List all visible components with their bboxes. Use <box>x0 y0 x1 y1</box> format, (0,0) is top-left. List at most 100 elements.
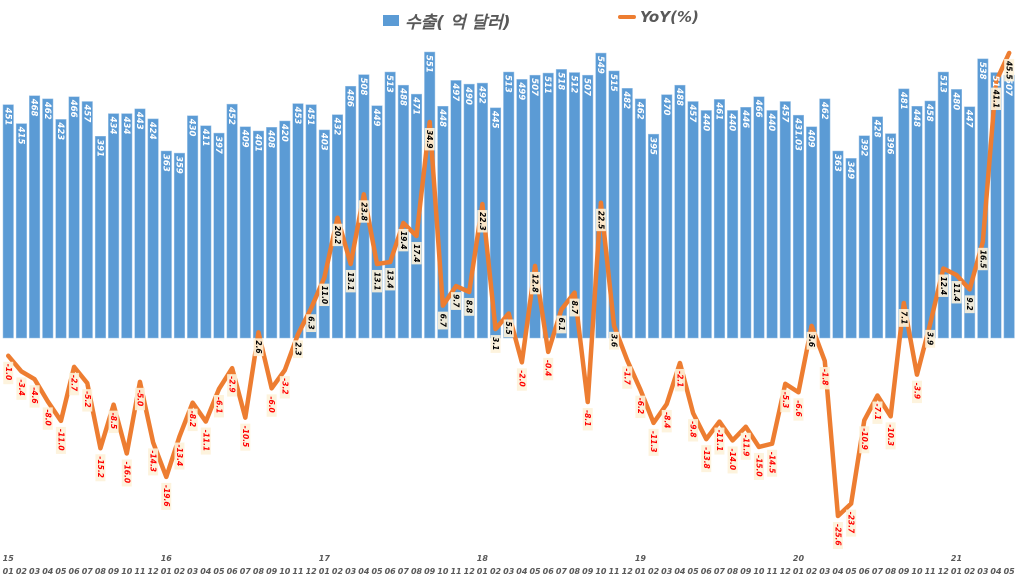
yoy-label-background <box>701 445 712 473</box>
x-tick-month: 10 <box>595 567 607 576</box>
x-tick-month: 09 <box>108 567 120 576</box>
export-bar <box>713 99 725 339</box>
export-bar <box>766 110 778 339</box>
x-tick-month: 09 <box>266 567 278 576</box>
yoy-value: -25.6 <box>833 524 842 546</box>
yoy-value: -15.2 <box>96 456 105 478</box>
export-bar <box>964 106 976 339</box>
export-bar-value: 409 <box>806 129 816 148</box>
export-bar-value: 395 <box>648 137 658 155</box>
x-tick-year: 19 <box>635 554 647 563</box>
yoy-label-background <box>925 329 936 348</box>
export-bar-value: 497 <box>450 82 460 101</box>
yoy-label-background <box>437 311 448 330</box>
yoy-label-background <box>82 389 93 412</box>
export-bar <box>318 129 330 339</box>
yoy-value: 9.7 <box>452 294 461 308</box>
yoy-value: -2.0 <box>517 370 526 386</box>
x-tick-month: 08 <box>411 567 423 576</box>
x-tick-month: 12 <box>938 567 950 576</box>
yoy-label-background <box>582 408 593 431</box>
export-bar-value: 448 <box>437 108 447 127</box>
yoy-value: -1.8 <box>820 369 829 385</box>
yoy-value: 12.4 <box>939 277 948 296</box>
yoy-value: 3.6 <box>610 334 619 347</box>
yoy-value: -6.6 <box>794 400 803 416</box>
export-bar-value: 443 <box>134 111 144 130</box>
export-bar <box>661 94 673 339</box>
x-tick-month: 09 <box>424 567 436 576</box>
x-tick-month: 11 <box>134 567 145 576</box>
x-tick-month: 08 <box>95 567 107 576</box>
export-bar-value: 468 <box>29 98 39 117</box>
yoy-value: -2.1 <box>675 371 684 387</box>
legend-line-swatch-icon <box>618 15 636 19</box>
export-bar <box>2 104 14 339</box>
export-bar-value: 424 <box>147 121 157 140</box>
yoy-label-background <box>872 401 883 424</box>
yoy-label-background <box>1004 58 1015 82</box>
export-bar <box>634 98 646 339</box>
yoy-value: -13.8 <box>702 447 711 469</box>
yoy-label-background <box>200 427 211 455</box>
yoy-value: 2.6 <box>254 340 263 353</box>
yoy-value: -14.0 <box>728 448 737 470</box>
export-bar <box>411 93 423 339</box>
export-bar-value: 462 <box>819 101 829 120</box>
x-tick-month: 01 <box>161 567 172 576</box>
yoy-value: -11.1 <box>201 430 210 452</box>
yoy-label-background <box>266 394 277 417</box>
yoy-label-background <box>477 210 488 233</box>
yoy-label-background <box>385 268 396 291</box>
export-bar <box>239 126 251 339</box>
x-tick-month: 05 <box>1004 567 1016 576</box>
export-bar <box>305 104 317 339</box>
export-bar-value: 466 <box>68 99 78 118</box>
yoy-data-labels: -1.0 -3.4 -4.6 -8.0 -11.0 -2.7 -5.2 -15.2 -8.5 -1… <box>3 58 1015 549</box>
yoy-label-background <box>279 376 290 399</box>
export-bar <box>871 116 883 339</box>
export-bar <box>792 114 804 339</box>
export-bar-value: 492 <box>476 85 486 104</box>
export-bar-value: 490 <box>463 86 473 105</box>
yoy-label-background <box>345 269 356 293</box>
export-bar-value: 440 <box>727 112 737 131</box>
yoy-label-background <box>332 223 343 247</box>
export-bar <box>648 133 660 339</box>
export-bar-value: 518 <box>555 72 565 90</box>
export-bar <box>29 95 41 339</box>
x-tick-month: 07 <box>82 567 94 576</box>
x-tick-month: 08 <box>569 567 581 576</box>
export-bar-value: 401 <box>252 133 262 152</box>
yoy-value: -6.0 <box>267 396 276 412</box>
export-bar-value: 392 <box>858 139 868 157</box>
yoy-value: 9.2 <box>965 297 974 310</box>
export-bar <box>529 74 541 339</box>
export-bar <box>753 96 765 339</box>
x-tick-month: 05 <box>846 567 858 576</box>
yoy-label-background <box>464 297 475 316</box>
x-tick-month: 12 <box>306 567 318 576</box>
yoy-value: -19.6 <box>162 485 171 507</box>
export-bar-value: 511 <box>542 76 552 94</box>
yoy-value: 16.5 <box>978 250 987 269</box>
export-bar <box>819 98 831 339</box>
yoy-label-background <box>569 298 580 317</box>
yoy-label-background <box>108 410 119 434</box>
export-bar-value: 431.03 <box>792 117 802 151</box>
x-tick-month: 03 <box>29 567 41 576</box>
export-bar-value: 486 <box>345 88 355 107</box>
x-tick-month: 01 <box>477 567 488 576</box>
export-bar-value: 363 <box>832 154 842 172</box>
x-tick-month: 12 <box>622 567 634 576</box>
x-tick-month: 12 <box>148 567 160 576</box>
yoy-label-background <box>227 374 238 397</box>
x-tick-month: 04 <box>990 567 1002 576</box>
yoy-label-background <box>148 448 159 476</box>
yoy-label-background <box>727 446 738 474</box>
export-bar-value: 466 <box>753 99 763 118</box>
yoy-label-background <box>69 372 80 396</box>
export-bar-value: 448 <box>911 108 921 127</box>
